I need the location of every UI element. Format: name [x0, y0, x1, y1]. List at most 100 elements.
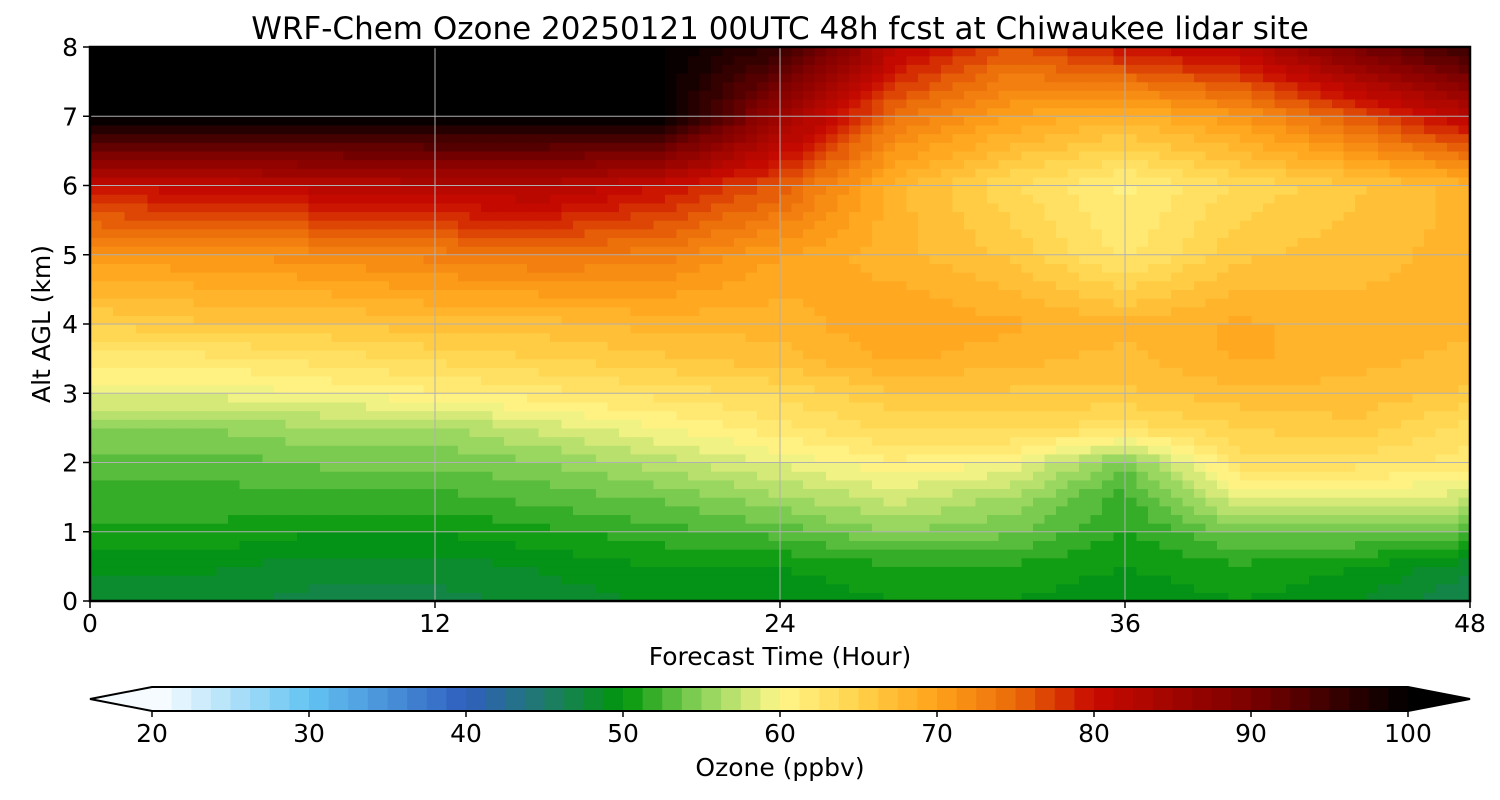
ozone-cell	[216, 315, 229, 325]
ozone-cell	[136, 298, 149, 308]
ozone-cell	[964, 436, 977, 446]
ozone-cell	[297, 272, 310, 282]
ozone-cell	[1056, 401, 1069, 412]
ozone-cell	[883, 436, 896, 446]
ozone-cell	[527, 410, 540, 420]
ozone-cell	[1435, 289, 1448, 299]
ozone-cell	[1332, 263, 1345, 273]
ozone-cell	[676, 384, 689, 394]
ozone-cell	[1309, 566, 1322, 576]
ozone-cell	[159, 410, 172, 420]
ozone-cell	[354, 523, 367, 533]
ozone-cell	[251, 549, 264, 559]
ozone-cell	[331, 523, 344, 533]
ozone-cell	[1251, 272, 1264, 282]
ozone-cell	[1401, 289, 1414, 299]
ozone-cell	[170, 254, 183, 265]
ozone-cell	[285, 375, 298, 386]
ozone-cell	[1079, 419, 1092, 429]
ozone-cell	[860, 592, 873, 601]
ozone-cell	[906, 479, 919, 490]
ozone-cell	[124, 315, 137, 325]
ozone-cell	[849, 263, 862, 273]
ozone-cell	[1412, 263, 1425, 273]
ozone-cell	[780, 289, 793, 299]
ozone-cell	[619, 419, 632, 429]
ozone-cell	[1113, 549, 1126, 559]
ozone-cell	[699, 445, 712, 455]
ozone-cell	[1171, 341, 1184, 351]
ozone-cell	[527, 549, 540, 559]
ozone-cell	[1102, 592, 1115, 601]
ozone-cell	[1355, 410, 1368, 420]
ozone-cell	[1194, 488, 1207, 498]
ozone-cell	[308, 575, 321, 585]
ozone-cell	[182, 514, 195, 524]
ozone-cell	[803, 471, 816, 481]
ozone-cell	[136, 453, 149, 464]
ozone-cell	[964, 384, 977, 394]
ozone-cell	[941, 462, 954, 472]
ozone-cell	[159, 471, 172, 481]
ozone-cell	[676, 341, 689, 351]
ozone-cell	[630, 488, 643, 498]
ozone-cell	[872, 488, 885, 498]
ozone-cell	[435, 410, 448, 420]
ozone-cell	[492, 272, 505, 282]
ozone-cell	[1205, 254, 1218, 265]
ozone-cell	[699, 566, 712, 576]
ozone-cell	[170, 332, 183, 342]
ozone-cell	[297, 332, 310, 342]
ozone-cell	[676, 592, 689, 601]
ozone-cell	[1044, 445, 1057, 455]
ozone-cell	[745, 306, 758, 316]
ozone-cell	[331, 592, 344, 601]
ozone-cell	[573, 393, 586, 403]
ozone-cell	[964, 419, 977, 429]
ozone-cell	[377, 471, 390, 481]
ozone-cell	[136, 488, 149, 498]
ozone-cell	[734, 298, 747, 308]
ozone-cell	[297, 505, 310, 516]
ozone-cell	[1343, 583, 1356, 593]
ozone-cell	[1355, 462, 1368, 472]
ozone-cell	[1343, 479, 1356, 490]
ozone-cell	[768, 462, 781, 472]
ozone-cell	[1159, 488, 1172, 498]
ozone-cell	[205, 557, 218, 567]
ozone-cell	[734, 306, 747, 316]
ozone-cell	[734, 479, 747, 490]
ozone-cell	[1240, 514, 1253, 524]
ozone-cell	[1435, 393, 1448, 403]
ozone-cell	[377, 523, 390, 533]
ozone-cell	[446, 341, 459, 351]
ozone-cell	[354, 254, 367, 265]
ozone-cell	[538, 298, 551, 308]
ozone-cell	[826, 280, 839, 290]
ozone-cell	[389, 410, 402, 420]
ozone-cell	[860, 479, 873, 490]
ozone-cell	[147, 367, 160, 377]
ozone-cell	[1217, 272, 1230, 282]
ozone-cell	[952, 419, 965, 429]
ozone-cell	[1366, 445, 1379, 455]
ozone-cell	[389, 384, 402, 394]
ozone-cell	[573, 445, 586, 455]
ozone-cell	[642, 332, 655, 342]
ozone-cell	[320, 540, 333, 550]
ozone-cell	[412, 367, 425, 377]
ozone-cell	[734, 531, 747, 542]
ozone-cell	[596, 583, 609, 593]
ozone-cell	[331, 471, 344, 481]
ozone-cell	[228, 410, 241, 420]
ozone-cell	[929, 358, 942, 368]
ozone-cell	[400, 523, 413, 533]
ozone-cell	[918, 263, 931, 273]
ozone-cell	[228, 393, 241, 403]
ozone-cell	[964, 341, 977, 351]
ozone-cell	[389, 272, 402, 282]
ozone-cell	[159, 393, 172, 403]
ozone-cell	[251, 254, 264, 265]
ozone-cell	[1159, 324, 1172, 334]
ozone-cell	[895, 436, 908, 446]
